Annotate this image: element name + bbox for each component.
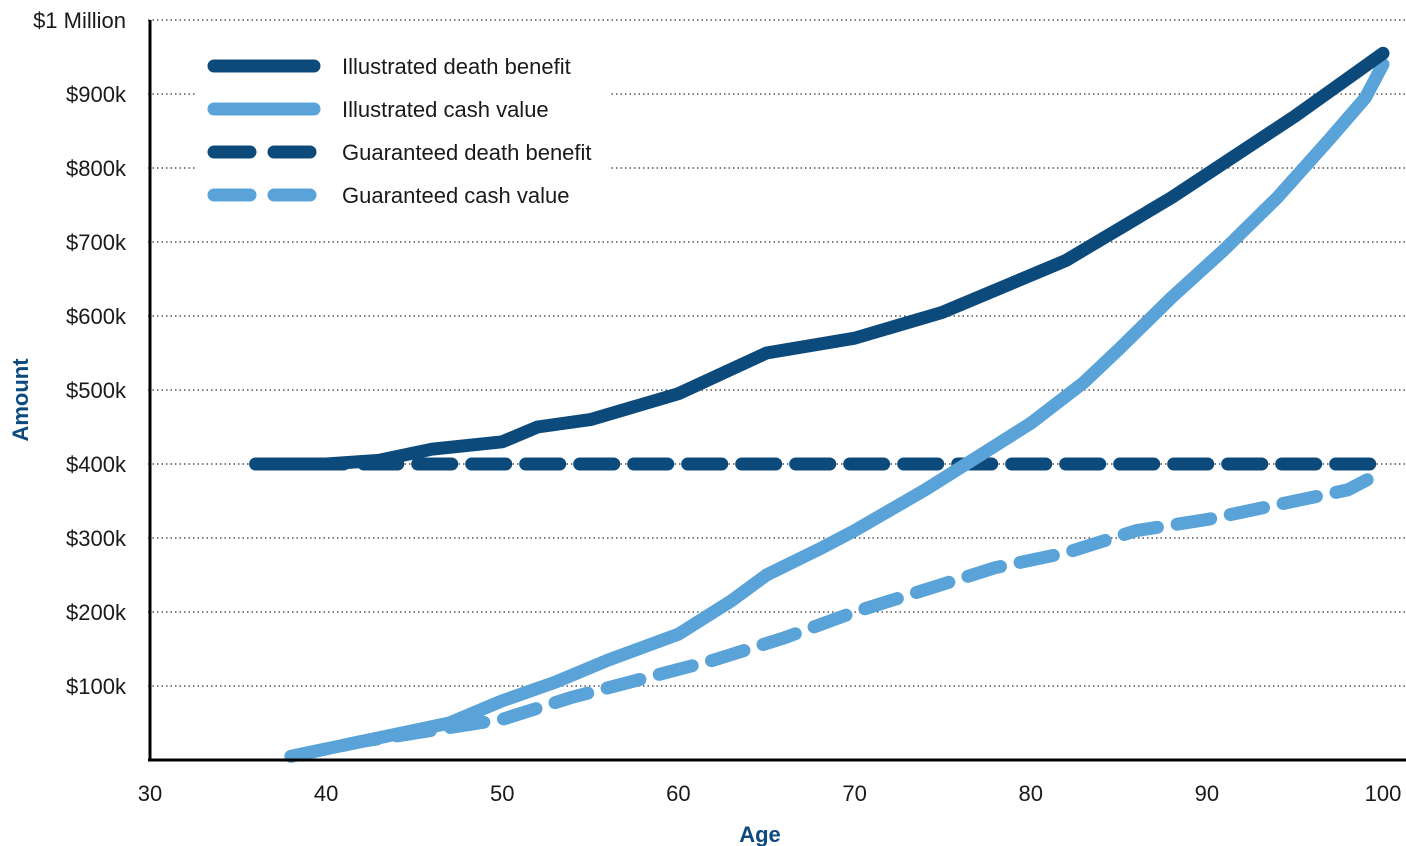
series-line-2 — [284, 57, 1390, 763]
x-axis-title: Age — [739, 822, 781, 846]
y-tick-label: $700k — [66, 230, 127, 255]
x-tick-label: 100 — [1365, 781, 1402, 806]
y-tick-label: $1 Million — [33, 8, 126, 33]
legend: Illustrated death benefit Illustrated cas… — [196, 42, 610, 220]
y-axis-title: Amount — [8, 358, 33, 442]
legend-label: Guaranteed death benefit — [342, 140, 592, 165]
x-tick-label: 40 — [314, 781, 338, 806]
x-tick-label: 70 — [842, 781, 866, 806]
legend-label: Illustrated death benefit — [342, 54, 571, 79]
x-tick-label: 80 — [1018, 781, 1042, 806]
series-line-1 — [249, 46, 1390, 471]
axis-layer: $100k $200k $300k $400k $500k $600k $700k $800k… — [33, 8, 1406, 806]
x-tick-label: 60 — [666, 781, 690, 806]
y-tick-label: $800k — [66, 156, 127, 181]
legend-label: Guaranteed cash value — [342, 183, 570, 208]
x-tick-label: 90 — [1195, 781, 1219, 806]
y-tick-label: $300k — [66, 526, 127, 551]
y-tick-label: $600k — [66, 304, 127, 329]
y-tick-label: $900k — [66, 82, 127, 107]
series-line-4 — [284, 464, 1390, 763]
legend-label: Illustrated cash value — [342, 97, 549, 122]
y-tick-label: $200k — [66, 600, 127, 625]
x-tick-label: 30 — [138, 781, 162, 806]
y-tick-label: $400k — [66, 452, 127, 477]
y-tick-label: $500k — [66, 378, 127, 403]
y-tick-label: $100k — [66, 674, 127, 699]
series-layer — [249, 46, 1390, 763]
x-tick-label: 50 — [490, 781, 514, 806]
